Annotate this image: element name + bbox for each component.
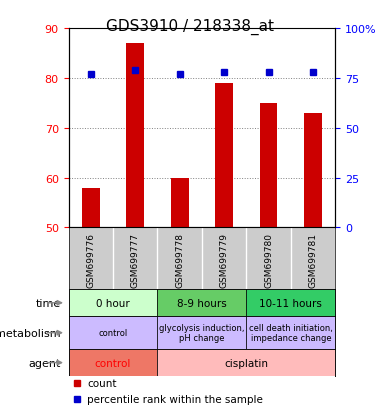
Text: metabolism: metabolism (0, 328, 61, 338)
Bar (126, 44, 144, 228)
Text: percentile rank within the sample: percentile rank within the sample (87, 394, 263, 404)
Bar (215, 83, 233, 228)
Bar (82, 188, 100, 228)
Text: 10-11 hours: 10-11 hours (259, 298, 322, 308)
Bar (69, 316, 157, 349)
Text: glycolysis induction,
pH change: glycolysis induction, pH change (159, 323, 245, 342)
Text: cisplatin: cisplatin (224, 358, 268, 368)
Bar (157, 290, 247, 316)
Bar (69, 349, 157, 376)
Text: GSM699777: GSM699777 (131, 233, 140, 288)
Text: GSM699776: GSM699776 (86, 233, 95, 288)
Text: GSM699781: GSM699781 (309, 233, 317, 288)
Bar (304, 114, 322, 228)
Text: cell death initiation,
impedance change: cell death initiation, impedance change (249, 323, 333, 342)
Text: agent: agent (28, 358, 61, 368)
Bar (69, 290, 157, 316)
Text: control: control (98, 328, 128, 337)
Bar (247, 290, 335, 316)
Bar (260, 104, 277, 228)
Text: 8-9 hours: 8-9 hours (177, 298, 227, 308)
Bar (157, 316, 247, 349)
Text: GSM699779: GSM699779 (220, 233, 229, 288)
Bar (247, 316, 335, 349)
Bar (157, 349, 335, 376)
Text: control: control (95, 358, 131, 368)
Text: GSM699778: GSM699778 (175, 233, 184, 288)
Text: count: count (87, 378, 117, 388)
Text: GDS3910 / 218338_at: GDS3910 / 218338_at (107, 19, 274, 35)
Bar (171, 178, 189, 228)
Text: 0 hour: 0 hour (96, 298, 130, 308)
Text: time: time (35, 298, 61, 308)
Text: GSM699780: GSM699780 (264, 233, 273, 288)
